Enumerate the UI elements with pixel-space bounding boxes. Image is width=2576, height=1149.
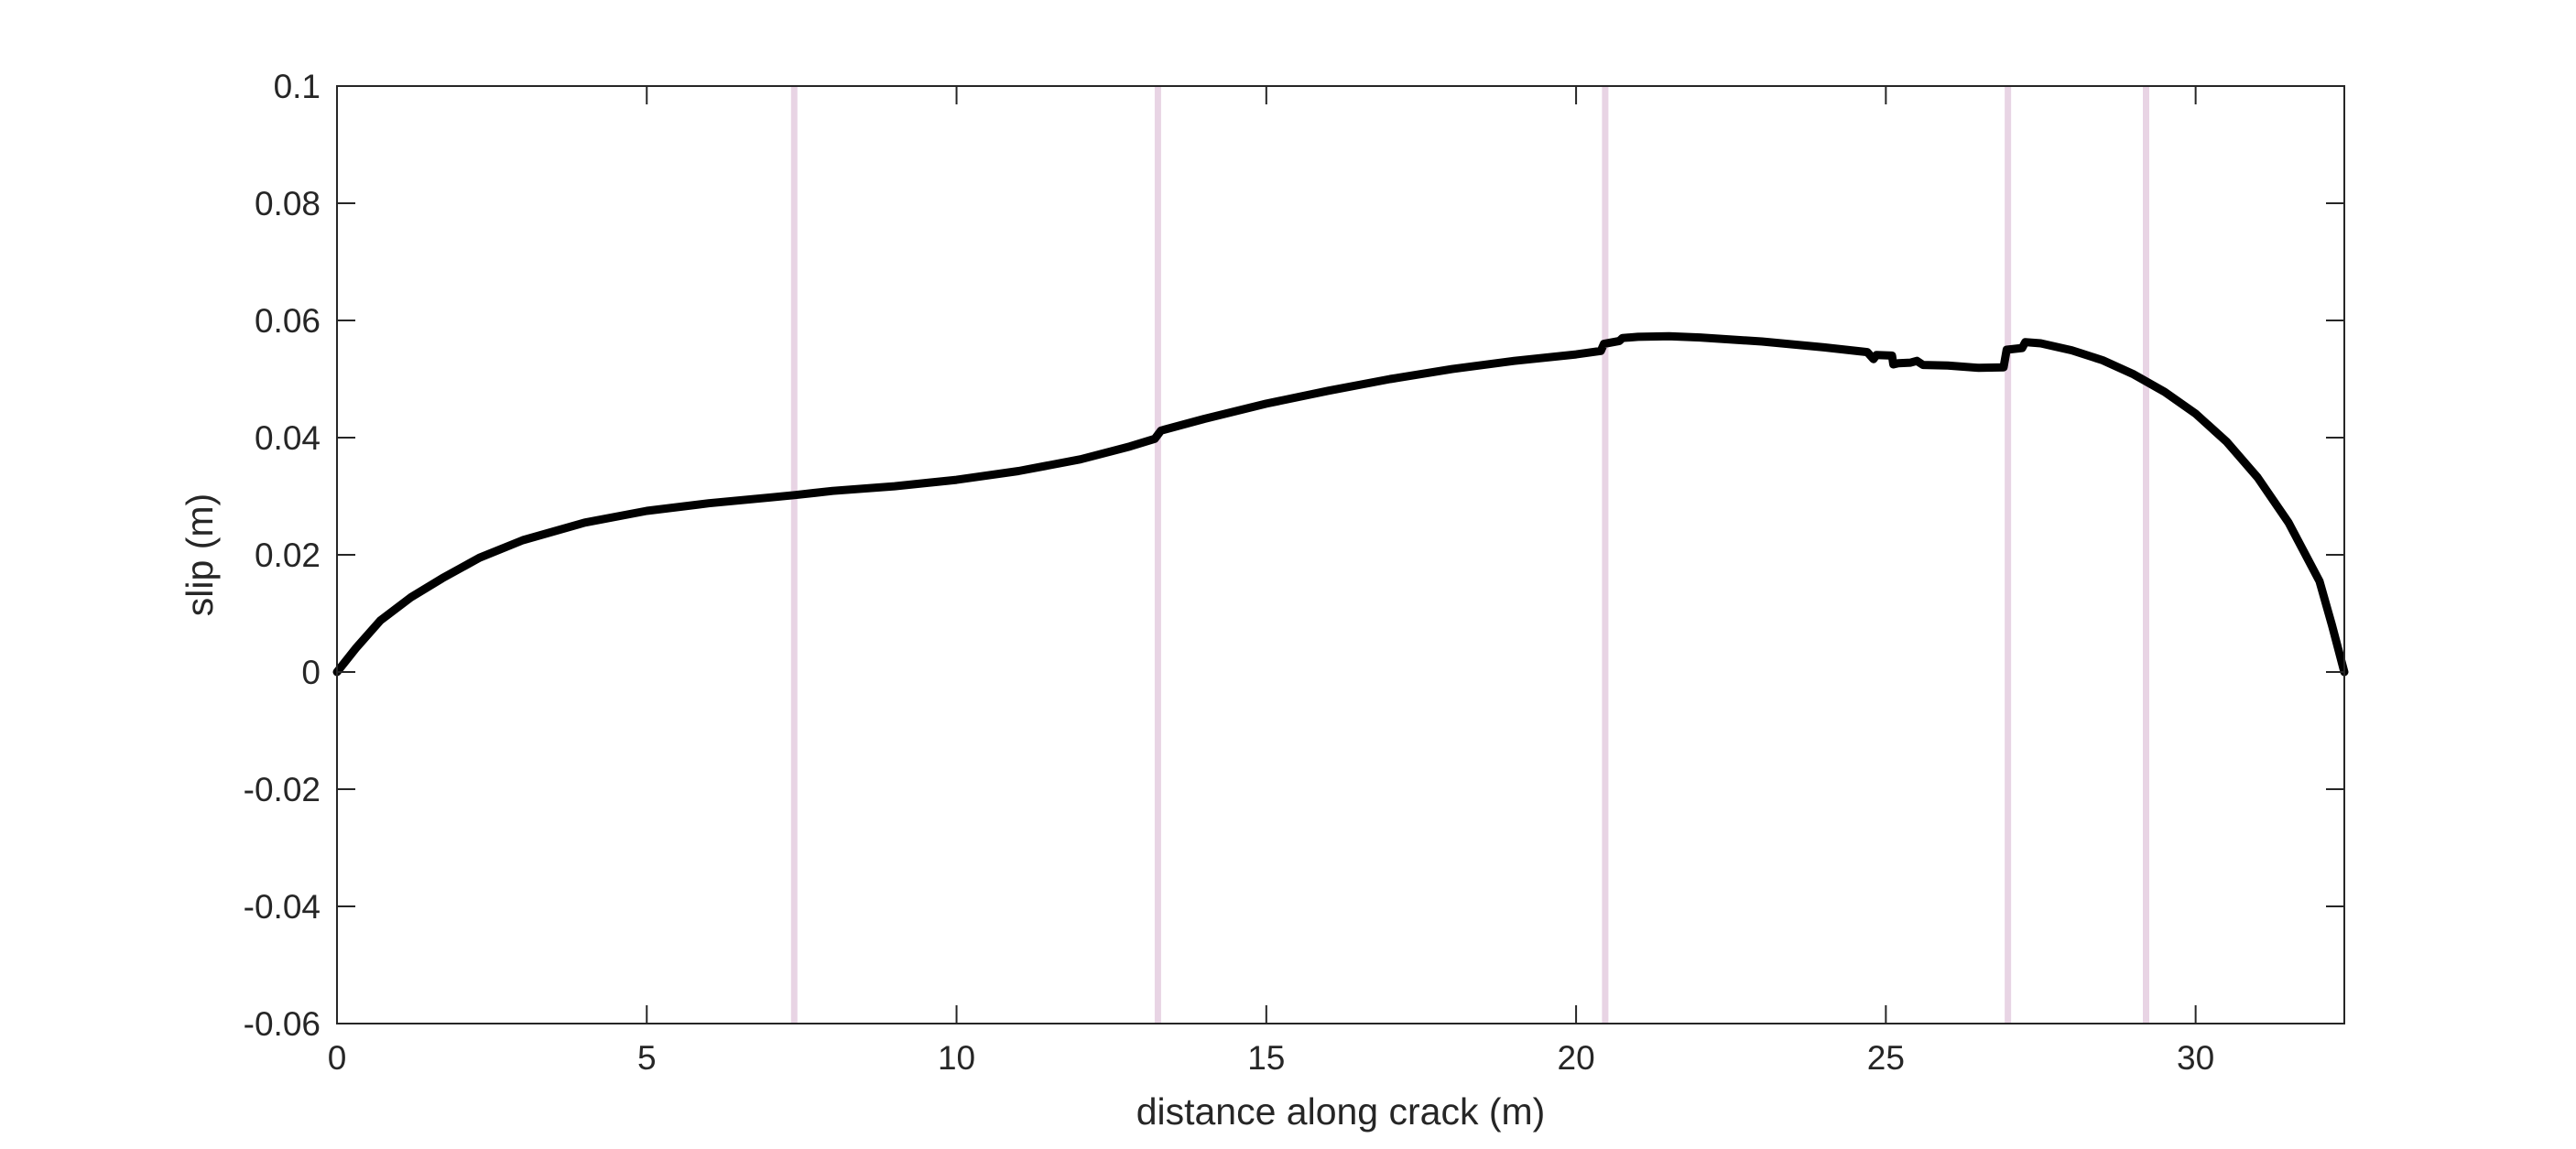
x-tick-label: 30 [2177, 1039, 2214, 1077]
y-tick-label: -0.06 [244, 1005, 321, 1043]
x-axis-label: distance along crack (m) [1136, 1090, 1546, 1133]
y-tick-label: 0.08 [255, 185, 321, 222]
series-line-1 [332, 331, 2349, 677]
x-tick-label: 20 [1558, 1039, 1595, 1077]
ticks-layer: 0 5 10 15 20 25 30 -0.06 -0.04 -0.02 0 0.02 0.04 0.06… [244, 68, 2344, 1077]
x-tick-label: 10 [938, 1039, 975, 1077]
y-tick-label: 0 [301, 654, 321, 691]
y-tick-label: -0.04 [244, 888, 321, 926]
y-tick-label: 0.1 [274, 68, 321, 105]
x-tick-label: 0 [328, 1039, 347, 1077]
y-tick-label: 0.06 [255, 302, 321, 340]
x-tick-label: 5 [637, 1039, 657, 1077]
vertical-markers [790, 86, 2150, 1024]
x-tick-label: 25 [1867, 1039, 1905, 1077]
y-tick-label: 0.04 [255, 419, 321, 457]
y-tick-label: 0.02 [255, 537, 321, 574]
series-layer [332, 331, 2349, 677]
y-tick-label: -0.02 [244, 771, 321, 808]
x-tick-label: 15 [1247, 1039, 1285, 1077]
y-axis-label: slip (m) [179, 493, 221, 616]
